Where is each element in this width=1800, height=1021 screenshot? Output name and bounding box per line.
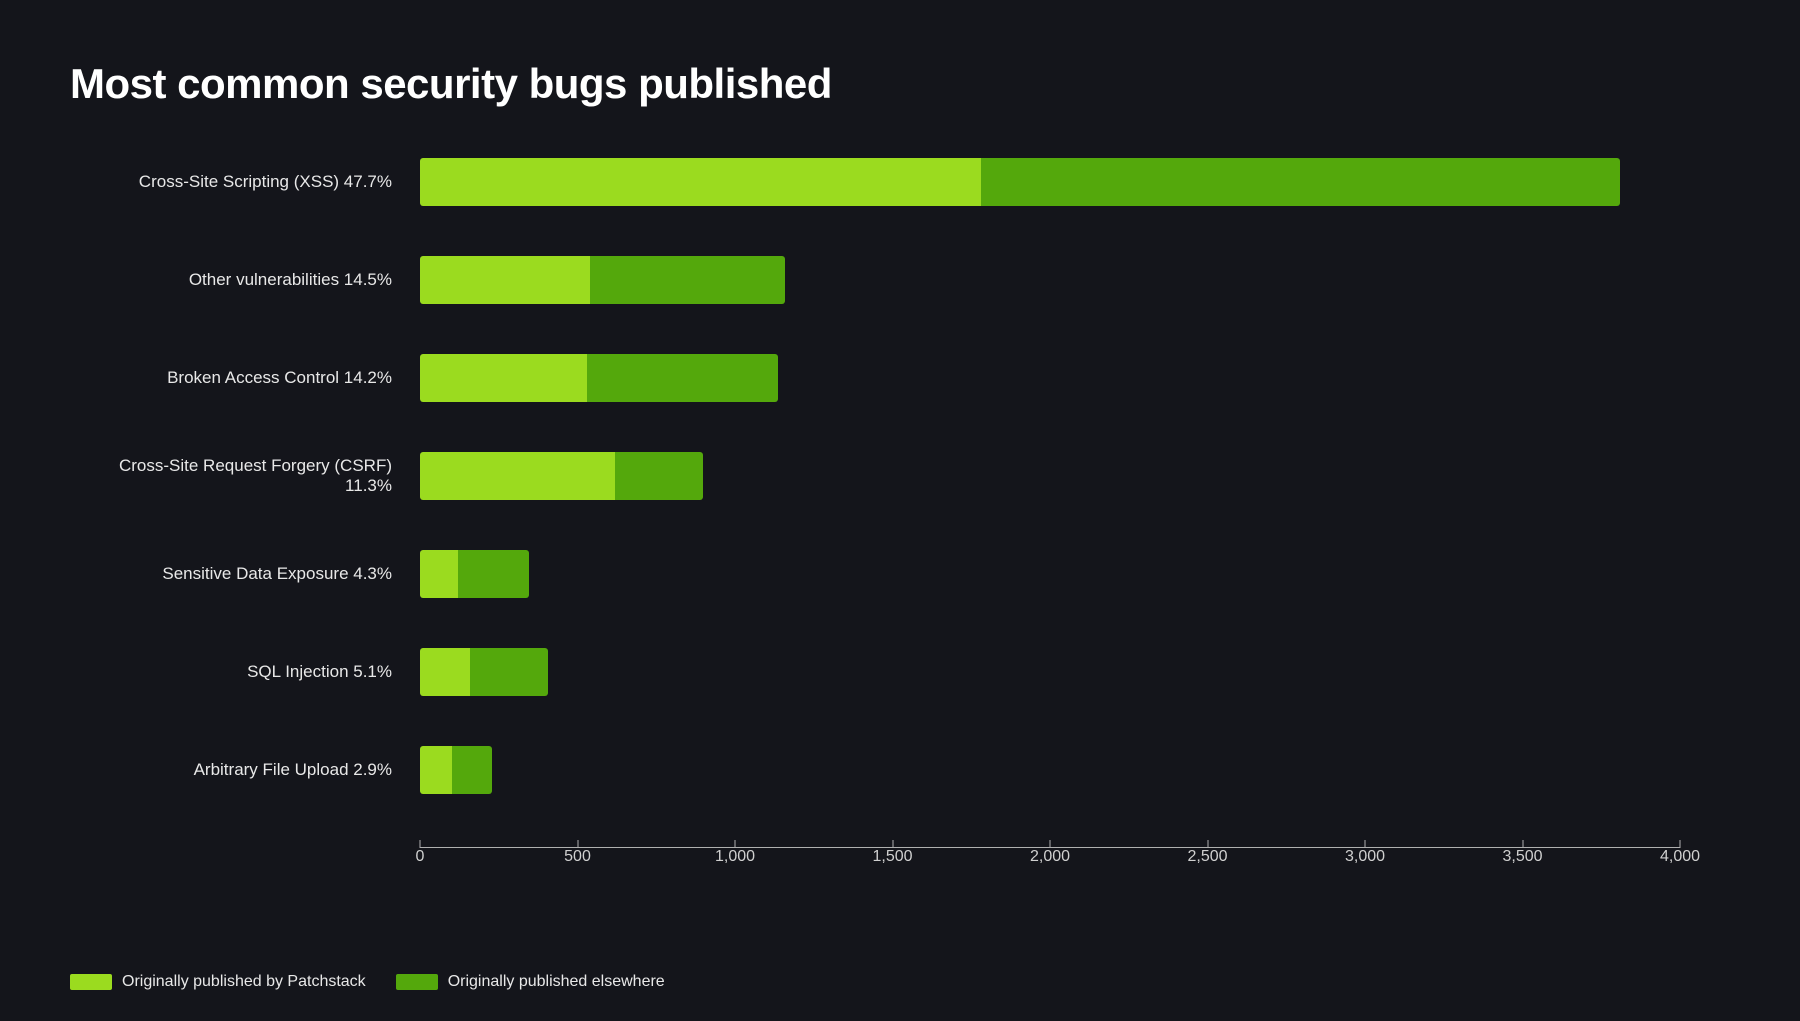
x-axis-tick-mark xyxy=(420,840,421,848)
legend-swatch xyxy=(396,974,438,990)
x-axis-tick-label: 500 xyxy=(564,848,591,866)
legend-item: Originally published elsewhere xyxy=(396,973,665,991)
bar-segment xyxy=(458,550,529,598)
bar-segment xyxy=(615,452,703,500)
legend: Originally published by Patchstack Origin… xyxy=(70,973,665,991)
bar-segment xyxy=(420,158,981,206)
x-axis: 05001,0001,5002,0002,5003,0003,5004,000 xyxy=(420,848,1680,878)
y-axis-label: Arbitrary File Upload 2.9% xyxy=(70,760,410,780)
bar-segment xyxy=(587,354,778,402)
bar-row xyxy=(420,158,1680,206)
bar-segment xyxy=(420,550,458,598)
plot-area xyxy=(420,158,1680,848)
x-axis-tick-mark xyxy=(892,840,893,848)
bar-row xyxy=(420,550,1680,598)
legend-swatch xyxy=(70,974,112,990)
x-axis-tick-mark xyxy=(1522,840,1523,848)
x-axis-tick-label: 2,000 xyxy=(1030,848,1070,866)
x-axis-tick-mark xyxy=(1050,840,1051,848)
bar-row xyxy=(420,746,1680,794)
x-axis-tick-mark xyxy=(1365,840,1366,848)
bar-row xyxy=(420,354,1680,402)
chart-area: 05001,0001,5002,0002,5003,0003,5004,000 … xyxy=(70,158,1730,918)
bar-segment xyxy=(420,452,615,500)
legend-item: Originally published by Patchstack xyxy=(70,973,366,991)
bar-segment xyxy=(452,746,493,794)
y-axis-label: Cross-Site Request Forgery (CSRF) 11.3% xyxy=(70,456,410,496)
x-axis-tick-mark xyxy=(1207,840,1208,848)
bar-segment xyxy=(590,256,785,304)
chart-page: Most common security bugs published 0 500… xyxy=(0,0,1800,1021)
y-axis-label: SQL Injection 5.1% xyxy=(70,662,410,682)
bar-row xyxy=(420,256,1680,304)
y-axis-label: Sensitive Data Exposure 4.3% xyxy=(70,564,410,584)
x-axis-tick-mark xyxy=(577,840,578,848)
x-axis-tick-label: 3,000 xyxy=(1345,848,1385,866)
y-axis-label: Broken Access Control 14.2% xyxy=(70,368,410,388)
x-axis-tick-mark xyxy=(735,840,736,848)
bar-segment xyxy=(420,746,452,794)
x-axis-tick-label: 1,500 xyxy=(872,848,912,866)
x-axis-tick-mark xyxy=(1680,840,1681,848)
bar-row xyxy=(420,648,1680,696)
bar-segment xyxy=(981,158,1620,206)
x-axis-tick-label: 2,500 xyxy=(1187,848,1227,866)
y-axis-label: Cross-Site Scripting (XSS) 47.7% xyxy=(70,172,410,192)
y-axis-label: Other vulnerabilities 14.5% xyxy=(70,270,410,290)
bar-segment xyxy=(420,648,470,696)
bar-row xyxy=(420,452,1680,500)
x-axis-tick-label: 4,000 xyxy=(1660,848,1700,866)
chart-title: Most common security bugs published xyxy=(70,60,1730,108)
bar-segment xyxy=(420,256,590,304)
bar-segment xyxy=(470,648,547,696)
x-axis-tick-label: 1,000 xyxy=(715,848,755,866)
x-axis-tick-label: 3,500 xyxy=(1502,848,1542,866)
legend-label: Originally published by Patchstack xyxy=(122,973,366,991)
x-axis-tick-label: 0 xyxy=(416,848,425,866)
bar-segment xyxy=(420,354,587,402)
legend-label: Originally published elsewhere xyxy=(448,973,665,991)
